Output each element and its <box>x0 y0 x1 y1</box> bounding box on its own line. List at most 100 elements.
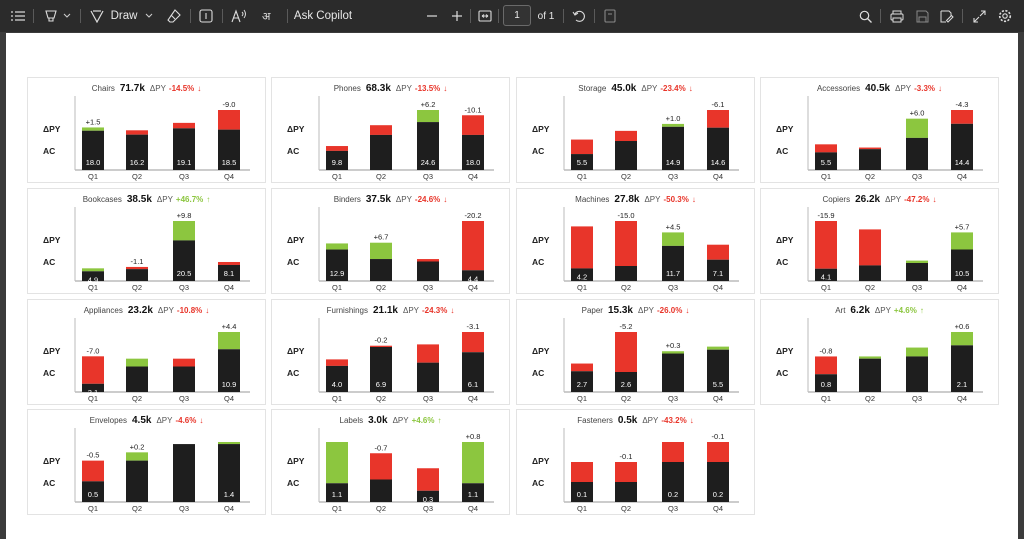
x-tick-label: Q3 <box>912 394 922 403</box>
draw-label[interactable]: Draw <box>110 10 138 22</box>
search-button[interactable] <box>856 0 874 32</box>
chart-title: Appliances <box>83 306 123 315</box>
ac-data-label: 18.0 <box>86 158 101 167</box>
delta-bar <box>82 460 104 482</box>
ac-bar <box>370 479 392 502</box>
delta-bar <box>82 356 104 384</box>
delta-bar <box>218 442 240 445</box>
delta-bar <box>462 221 484 271</box>
add-text-button[interactable] <box>197 0 215 32</box>
read-aloud-button[interactable] <box>229 0 249 32</box>
ac-bar <box>615 266 637 281</box>
chart-total: 37.5k <box>365 194 391 205</box>
delta-data-label: +6.2 <box>421 100 436 109</box>
zoom-in-button[interactable] <box>449 0 465 32</box>
fit-page-button[interactable] <box>476 0 494 32</box>
row-label-dpy: ΔPY <box>776 235 794 245</box>
save-as-icon <box>940 10 954 23</box>
ac-bar <box>615 141 637 170</box>
rotate-button[interactable] <box>570 0 588 32</box>
delta-data-label: -15.0 <box>617 211 634 220</box>
row-label-dpy: ΔPY <box>287 235 305 245</box>
delta-data-label: -1.1 <box>131 257 144 266</box>
chart-plot: 0.8 -0.8 Q1 Q2 Q3 2.1 +0.6 Q4 <box>807 318 983 403</box>
ac-bar <box>173 240 195 281</box>
chart-total: 4.5k <box>131 415 152 426</box>
delta-bar <box>173 221 195 241</box>
delta-value: -24.6% <box>414 195 441 204</box>
row-label-dpy: ΔPY <box>532 456 550 466</box>
chart-card-machines: Machines 27.8k ΔPY -50.3% ↓ ΔPY AC 4.2 Q1 -15.0 Q2… <box>516 188 755 294</box>
settings-icon <box>998 9 1012 23</box>
ac-bar <box>707 259 729 281</box>
chart-card-bookcases: Bookcases 38.5k ΔPY +46.7% ↑ ΔPY AC 4.9 Q1 -1.1 Q2… <box>27 188 266 294</box>
page-view-button[interactable] <box>601 0 619 32</box>
ac-data-label: 18.0 <box>466 158 481 167</box>
row-label-dpy: ΔPY <box>532 346 550 356</box>
chart-title: Furnishings <box>326 306 368 315</box>
ac-bar <box>571 154 593 170</box>
x-tick-label: Q1 <box>332 172 342 181</box>
delta-bar <box>462 115 484 135</box>
ask-copilot-button[interactable]: Ask Copilot <box>293 10 353 22</box>
x-tick-label: Q4 <box>713 504 723 513</box>
row-label-ac: AC <box>776 257 789 267</box>
chart-card-accessories: Accessories 40.5k ΔPY -3.3% ↓ ΔPY AC 5.5 Q1 Q2 +6.… <box>760 77 999 183</box>
x-tick-label: Q2 <box>621 394 631 403</box>
delta-bar <box>326 442 348 484</box>
x-tick-label: Q2 <box>132 283 142 292</box>
arrow-down-icon: ↓ <box>443 84 448 93</box>
contents-button[interactable] <box>8 0 28 32</box>
highlight-dropdown[interactable] <box>60 0 74 32</box>
highlight-button[interactable] <box>42 0 60 32</box>
chart-card-fasteners: Fasteners 0.5k ΔPY -43.2% ↓ ΔPY AC 0.1 Q1 -0.1 Q2 0… <box>516 409 755 515</box>
x-tick-label: Q2 <box>132 394 142 403</box>
x-tick-label: Q3 <box>423 283 433 292</box>
save-button[interactable] <box>913 0 931 32</box>
ac-data-label: 9.8 <box>332 158 342 167</box>
x-tick-label: Q3 <box>179 283 189 292</box>
zoom-out-button[interactable] <box>424 0 440 32</box>
delta-bar <box>951 110 973 124</box>
ac-bar <box>662 245 684 281</box>
delta-bar <box>417 259 439 262</box>
x-tick-label: Q1 <box>821 394 831 403</box>
save-as-button[interactable] <box>938 0 956 32</box>
x-tick-label: Q3 <box>423 172 433 181</box>
chart-header: Labels 3.0k ΔPY +4.6% ↑ <box>272 415 509 426</box>
ac-data-label: 5.5 <box>713 380 723 389</box>
delta-data-label: +6.0 <box>910 109 925 118</box>
draw-dropdown[interactable] <box>143 0 155 32</box>
x-tick-label: Q2 <box>621 504 631 513</box>
delta-bar <box>707 346 729 350</box>
ac-data-label: 2.7 <box>577 380 587 389</box>
draw-icon <box>90 10 104 23</box>
row-label-dpy: ΔPY <box>776 124 794 134</box>
x-tick-label: Q1 <box>332 394 342 403</box>
delta-data-label: -0.1 <box>712 432 725 441</box>
translate-button[interactable]: अ <box>260 0 280 32</box>
fullscreen-button[interactable] <box>970 0 988 32</box>
erase-button[interactable] <box>165 0 183 32</box>
delta-bar <box>173 122 195 129</box>
print-button[interactable] <box>888 0 906 32</box>
delta-value: +46.7% <box>175 195 204 204</box>
chart-header: Binders 37.5k ΔPY -24.6% ↓ <box>272 194 509 205</box>
row-label-ac: AC <box>776 368 789 378</box>
delta-data-label: -9.0 <box>223 100 236 109</box>
fit-page-icon <box>478 10 492 22</box>
settings-button[interactable] <box>996 0 1014 32</box>
row-label-ac: AC <box>287 257 300 267</box>
delta-bar <box>815 144 837 153</box>
draw-button[interactable] <box>88 0 106 32</box>
chart-header: Phones 68.3k ΔPY -13.5% ↓ <box>272 83 509 94</box>
pdf-toolbar: Draw अ Ask Copilot 1 of 1 <box>0 0 1024 32</box>
page-number-input[interactable]: 1 <box>503 5 531 26</box>
x-tick-label: Q3 <box>423 394 433 403</box>
ac-bar <box>326 365 348 392</box>
ac-bar <box>615 482 637 502</box>
row-label-dpy: ΔPY <box>532 124 550 134</box>
chart-card-art: Art 6.2k ΔPY +4.6% ↑ ΔPY AC 0.8 -0.8 Q1 Q2 Q3 2.1 +0.… <box>760 299 999 405</box>
delta-data-label: -0.8 <box>820 346 833 355</box>
arrow-down-icon: ↓ <box>205 306 210 315</box>
